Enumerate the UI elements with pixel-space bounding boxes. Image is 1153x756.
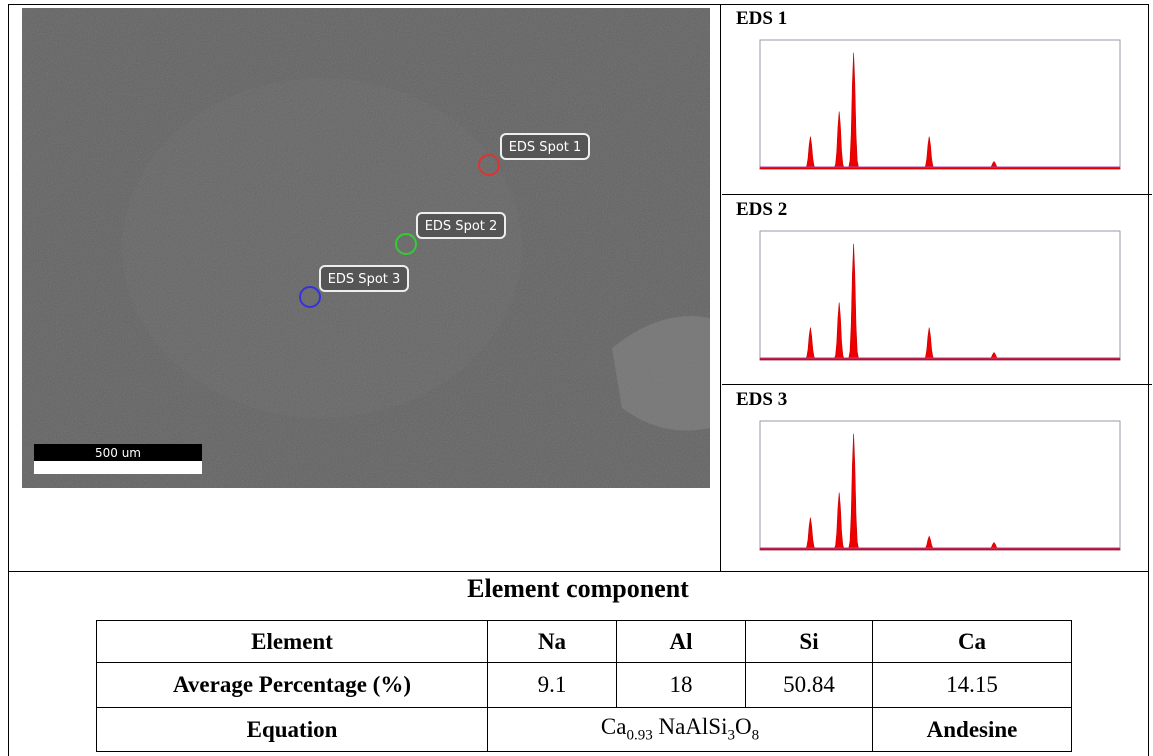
eds-panel: EDS 1: [722, 4, 1152, 195]
spot-marker: [299, 286, 321, 308]
cell: 14.15: [872, 662, 1072, 708]
cell: 50.84: [745, 662, 873, 708]
eq-part: O: [734, 714, 752, 740]
divider: [8, 571, 1148, 572]
spectrum: [759, 230, 1121, 361]
header-cell: Al: [616, 620, 746, 663]
header-cell: Ca: [872, 620, 1072, 663]
divider: [720, 4, 721, 572]
eds-title: EDS 2: [736, 199, 788, 220]
eds-title: EDS 1: [736, 8, 788, 29]
row-label: Equation: [96, 707, 488, 752]
cell: 18: [616, 662, 746, 708]
mineral: Andesine: [872, 707, 1072, 752]
spot-label: EDS Spot 3: [328, 272, 401, 287]
scale-bar-label: 500 um: [95, 446, 141, 460]
header-cell: Si: [745, 620, 873, 663]
table-title: Element component: [467, 574, 689, 603]
eds-panel: EDS 2: [722, 195, 1152, 385]
eds-panel: EDS 3: [722, 385, 1152, 571]
spectrum: [759, 420, 1121, 551]
spot-marker: [395, 233, 417, 255]
spot-marker: [478, 154, 500, 176]
spot-label: EDS Spot 1: [509, 140, 582, 155]
header-cell: Element: [96, 620, 488, 663]
spectrum: [759, 39, 1121, 170]
eq-sub: 3: [727, 727, 735, 744]
eq-sub: 0.93: [626, 727, 653, 744]
eds-title: EDS 3: [736, 389, 788, 410]
spot-label: EDS Spot 2: [425, 219, 498, 234]
sem-image: EDS Spot 1 EDS Spot 2 EDS Spot 3 500 um: [22, 8, 710, 488]
header-cell: Na: [487, 620, 617, 663]
equation: Ca0.93 NaAlSi3O8: [487, 707, 873, 752]
row-label: Average Percentage (%): [96, 662, 488, 708]
eq-sub: 8: [751, 727, 760, 744]
cell: 9.1: [487, 662, 617, 708]
frame: [8, 4, 1149, 756]
element-table: Element Na Al Si Ca Average Percentage (%) 9.…: [96, 620, 1072, 752]
eq-part: NaAlSi: [652, 714, 728, 740]
eq-part: Ca: [600, 714, 627, 740]
